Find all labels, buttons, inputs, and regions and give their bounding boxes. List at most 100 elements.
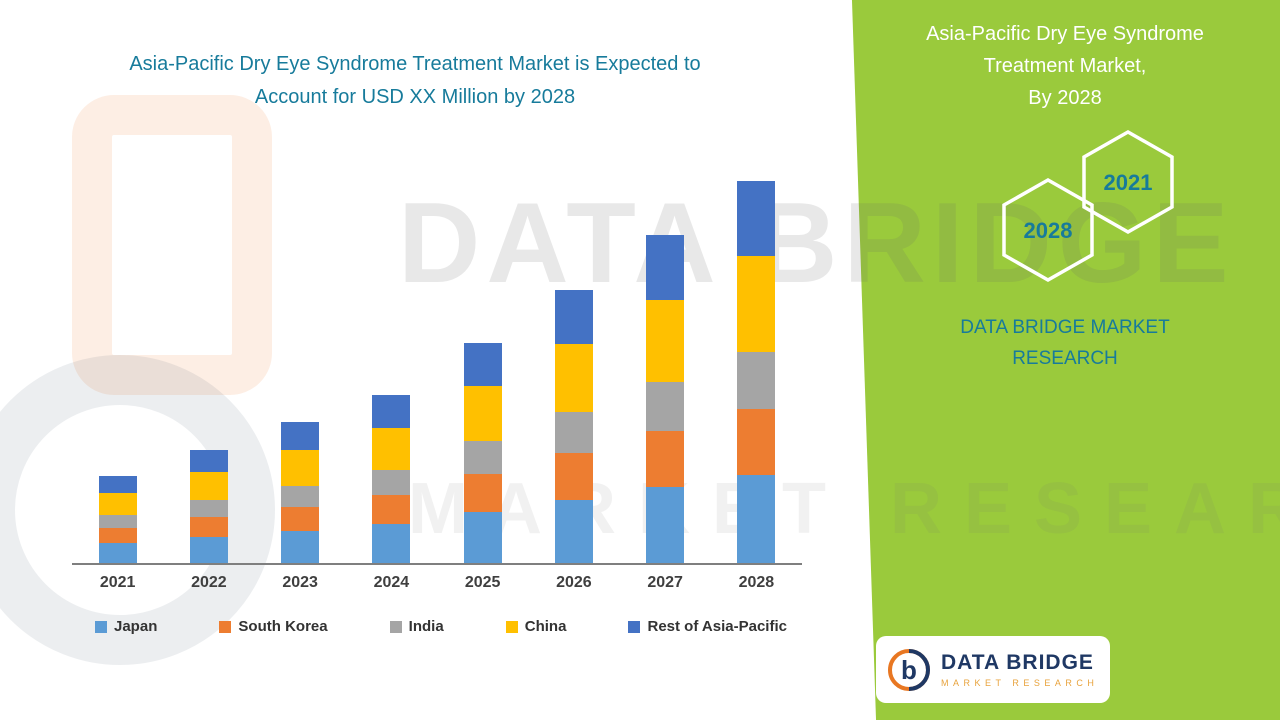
- bar-segment-india-2024: [372, 470, 411, 495]
- bar-segment-south-korea-2025: [463, 474, 502, 512]
- legend-label-south-korea: South Korea: [238, 618, 328, 635]
- logo-ring-navy: [908, 648, 930, 691]
- bar-segment-china-2026: [554, 344, 593, 412]
- legend-swatch-japan: [95, 620, 107, 633]
- stacked-bar-chart: 2021 2022 2023 2024 2025 2026 2027 2028: [72, 176, 802, 592]
- bar-slot-2028: [711, 176, 802, 563]
- bar-segment-south-korea-2023: [281, 507, 320, 531]
- logo-brand-name: DATA BRIDGE: [941, 651, 1094, 674]
- databridge-logo-icon: b: [888, 648, 930, 691]
- bar-segment-japan-2024: [372, 524, 411, 563]
- bar-segment-china-2024: [372, 428, 411, 470]
- bar-segment-india-2025: [463, 441, 502, 474]
- bar-slot-2023: [255, 176, 346, 563]
- bar-segment-india-2021: [98, 515, 137, 528]
- side-panel-title-line2: Treatment Market,: [983, 55, 1147, 77]
- legend-swatch-china: [505, 620, 518, 633]
- watermark-logo-shape-orange: [72, 95, 272, 395]
- legend-item-china: China: [505, 618, 567, 635]
- bar-stack-2028: [737, 181, 776, 563]
- side-panel-title-line1: Asia-Pacific Dry Eye Syndrome: [926, 23, 1204, 45]
- logo-brand-subtitle: MARKET RESEARCH: [941, 678, 1099, 688]
- bar-segment-japan-2027: [646, 487, 685, 563]
- bar-segment-india-2022: [189, 500, 228, 517]
- x-tick-label-2024: 2024: [373, 574, 410, 591]
- side-panel-brand-line1: DATA BRIDGE MARKET: [960, 317, 1170, 338]
- legend-swatch-south-korea: [219, 620, 232, 633]
- bar-segment-china-2027: [646, 300, 685, 382]
- side-panel-title: Asia-Pacific Dry Eye Syndrome Treatment …: [903, 18, 1227, 114]
- bar-slot-2024: [346, 176, 437, 563]
- bar-stack-2021: [98, 476, 137, 563]
- chart-title-line2: Account for USD XX Million by 2028: [254, 86, 576, 108]
- side-panel-brand-line2: RESEARCH: [1012, 348, 1118, 369]
- bar-segment-japan-2025: [463, 512, 502, 563]
- bar-segment-south-korea-2028: [737, 409, 776, 475]
- bar-segment-rest-of-asia-pacific-2027: [646, 235, 685, 300]
- hexagon-2028-label: 2028: [1024, 218, 1073, 243]
- bar-segment-india-2027: [646, 382, 685, 431]
- watermark-marketresearch-text: MARKET RESEARCH: [408, 469, 1280, 549]
- x-tick-label-2021: 2021: [99, 574, 136, 591]
- chart-title-line1: Asia-Pacific Dry Eye Syndrome Treatment …: [129, 53, 701, 75]
- bar-stack-2023: [281, 422, 320, 563]
- x-tick-label-2028: 2028: [738, 574, 775, 591]
- bar-stack-2027: [646, 235, 685, 563]
- x-tick-label-2027: 2027: [647, 574, 683, 591]
- legend-label-japan: Japan: [114, 618, 158, 635]
- bar-segment-china-2025: [463, 386, 502, 441]
- databridge-logo-card: b DATA BRIDGE MARKET RESEARCH: [876, 636, 1110, 703]
- bar-segment-india-2023: [281, 486, 320, 507]
- bar-segment-china-2021: [98, 493, 137, 515]
- side-panel-brand-text: DATA BRIDGE MARKET RESEARCH: [903, 312, 1227, 374]
- bar-segment-china-2023: [281, 450, 320, 486]
- bar-segment-japan-2021: [98, 543, 137, 563]
- logo-letter: b: [901, 655, 917, 685]
- bar-slot-2026: [528, 176, 619, 563]
- bar-stack-2026: [554, 290, 593, 563]
- bar-segment-south-korea-2027: [646, 431, 685, 487]
- bar-segment-rest-of-asia-pacific-2022: [189, 450, 228, 472]
- chart-title: Asia-Pacific Dry Eye Syndrome Treatment …: [68, 48, 762, 114]
- bar-slot-2027: [620, 176, 711, 563]
- bar-segment-south-korea-2026: [554, 453, 593, 500]
- x-tick-label-2022: 2022: [191, 574, 227, 591]
- bar-segment-india-2026: [554, 412, 593, 453]
- bar-segment-rest-of-asia-pacific-2025: [463, 343, 502, 386]
- bar-slot-2021: [72, 176, 163, 563]
- year-hexagons: 2028 2021: [1002, 129, 1174, 283]
- bar-segment-south-korea-2021: [98, 528, 137, 543]
- x-axis-labels: 2021 2022 2023 2024 2025 2026 2027 2028: [72, 574, 802, 592]
- bar-segment-india-2028: [737, 352, 776, 409]
- bar-segment-china-2022: [189, 472, 228, 500]
- legend-label-china: China: [524, 618, 567, 635]
- bar-slot-2025: [437, 176, 528, 563]
- bar-segment-china-2028: [737, 256, 776, 352]
- legend-item-south-korea: South Korea: [219, 618, 328, 635]
- bar-slot-2022: [163, 176, 254, 563]
- hexagon-2028-outline: [1002, 177, 1094, 283]
- x-tick-label-2025: 2025: [464, 574, 501, 591]
- bar-stack-2024: [372, 395, 411, 563]
- bar-stack-2025: [463, 343, 502, 563]
- legend-item-india: India: [389, 618, 444, 635]
- bar-segment-japan-2026: [554, 500, 593, 563]
- bar-segment-rest-of-asia-pacific-2024: [372, 395, 411, 428]
- hexagon-2021-label: 2021: [1104, 170, 1153, 195]
- legend-item-japan: Japan: [95, 618, 157, 635]
- legend-swatch-rest-of-asia-pacific: [628, 620, 641, 633]
- logo-text-block: DATA BRIDGE MARKET RESEARCH: [941, 651, 1098, 688]
- bar-segment-rest-of-asia-pacific-2028: [737, 181, 776, 256]
- hexagon-2021-outline: [1082, 129, 1174, 235]
- x-tick-label-2026: 2026: [556, 574, 592, 591]
- bar-segment-japan-2023: [281, 531, 320, 563]
- x-tick-label-2023: 2023: [282, 574, 318, 591]
- bar-segment-south-korea-2024: [372, 495, 411, 524]
- side-panel-title-line3: By 2028: [1028, 87, 1102, 109]
- legend-label-india: India: [408, 618, 444, 635]
- bar-stack-2022: [189, 450, 228, 563]
- watermark-databridge-text: DATA BRIDGE: [398, 180, 1235, 307]
- bar-segment-japan-2022: [189, 537, 228, 563]
- plot-area: [72, 176, 802, 565]
